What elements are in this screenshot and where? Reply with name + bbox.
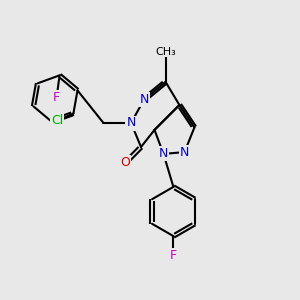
Text: F: F xyxy=(53,92,60,104)
Text: CH₃: CH₃ xyxy=(155,46,176,57)
Text: N: N xyxy=(180,146,189,159)
Text: F: F xyxy=(170,249,177,262)
Text: Cl: Cl xyxy=(51,114,63,128)
Text: N: N xyxy=(126,116,136,130)
Text: N: N xyxy=(139,93,149,106)
Text: O: O xyxy=(121,156,130,170)
Text: N: N xyxy=(159,147,168,161)
